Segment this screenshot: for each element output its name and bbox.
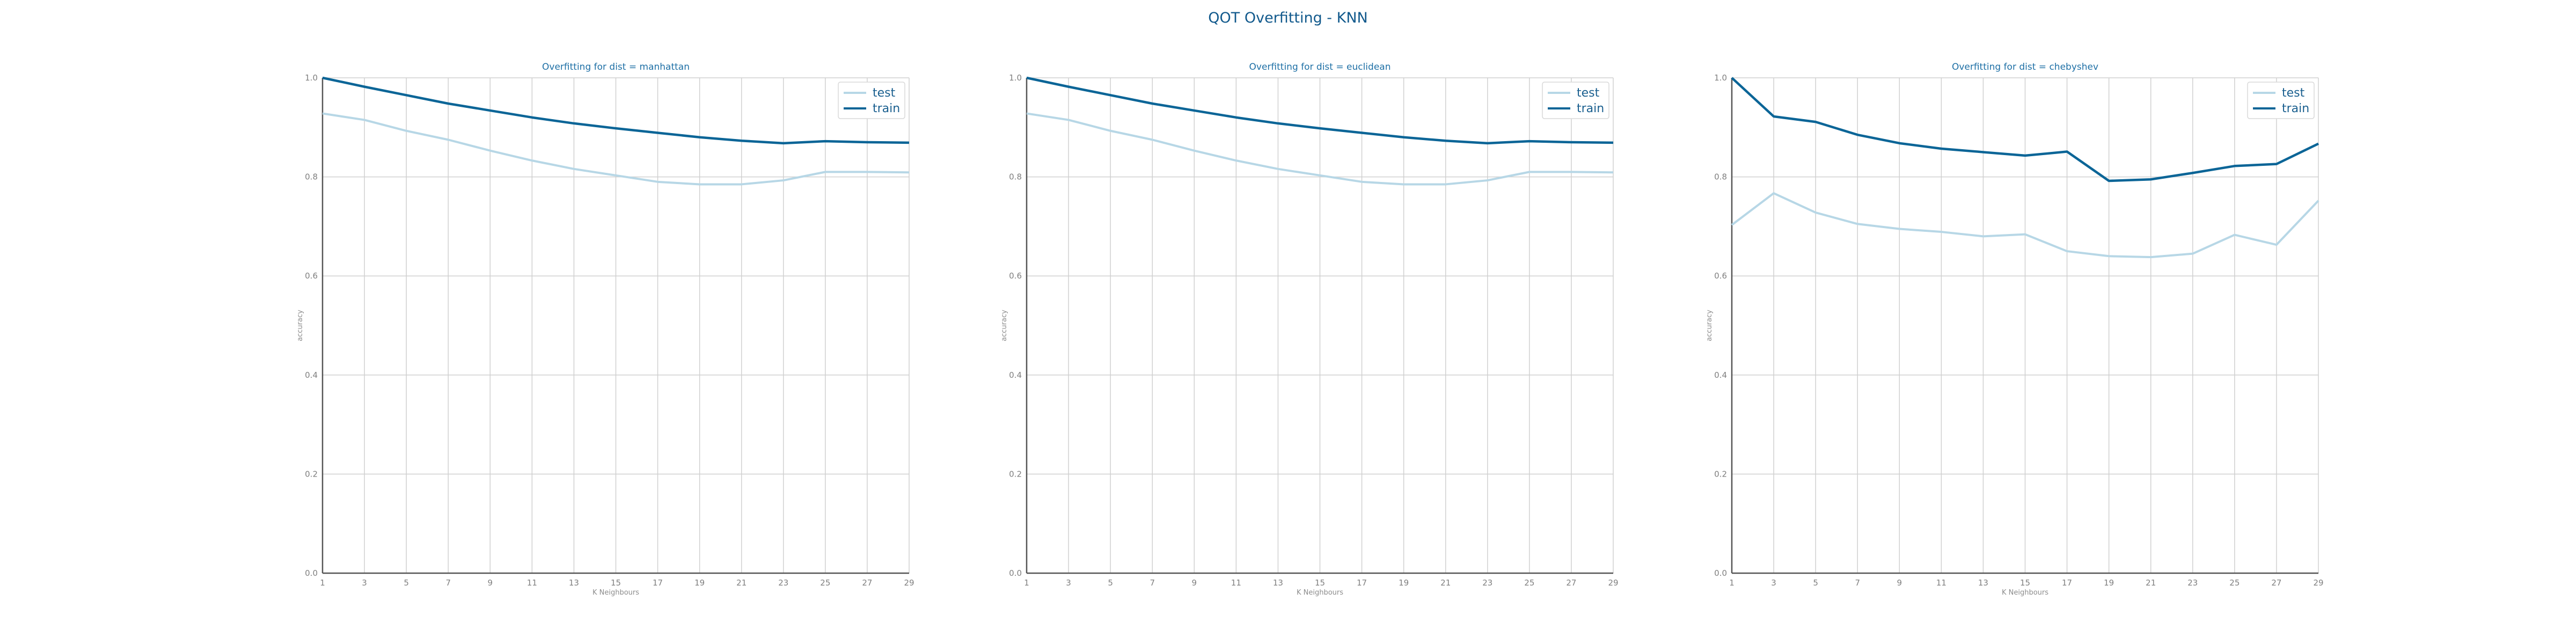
x-tick-label: 3 xyxy=(362,578,367,588)
legend-label-test: test xyxy=(2282,86,2305,100)
x-tick-label: 21 xyxy=(736,578,747,588)
y-tick-label: 0.8 xyxy=(1009,172,1022,182)
y-tick-label: 1.0 xyxy=(305,73,318,83)
x-tick-label: 17 xyxy=(653,578,663,588)
x-tick-label: 3 xyxy=(1771,578,1776,588)
x-tick-label: 13 xyxy=(1978,578,1988,588)
x-tick-label: 23 xyxy=(778,578,788,588)
x-tick-label: 23 xyxy=(1482,578,1492,588)
y-tick-label: 0.0 xyxy=(305,568,318,578)
figure-title: QOT Overfitting - KNN xyxy=(1208,10,1367,26)
y-axis-label: accuracy xyxy=(1000,310,1008,341)
y-tick-label: 0.6 xyxy=(305,271,318,281)
y-tick-label: 0.8 xyxy=(305,172,318,182)
x-tick-label: 15 xyxy=(1315,578,1325,588)
x-tick-label: 25 xyxy=(2229,578,2240,588)
x-tick-label: 21 xyxy=(2146,578,2156,588)
x-tick-label: 13 xyxy=(569,578,579,588)
x-axis-label: K Neighbours xyxy=(592,589,639,597)
x-tick-label: 13 xyxy=(1273,578,1283,588)
x-tick-label: 19 xyxy=(2104,578,2114,588)
x-tick-label: 1 xyxy=(320,578,325,588)
x-tick-label: 23 xyxy=(2187,578,2198,588)
x-tick-label: 7 xyxy=(1855,578,1860,588)
x-tick-label: 5 xyxy=(1813,578,1818,588)
legend: test train xyxy=(838,82,905,119)
x-tick-label: 29 xyxy=(904,578,914,588)
x-tick-label: 27 xyxy=(2271,578,2281,588)
x-tick-label: 29 xyxy=(1608,578,1618,588)
x-tick-label: 19 xyxy=(1399,578,1409,588)
x-tick-label: 25 xyxy=(820,578,830,588)
x-tick-label: 7 xyxy=(445,578,451,588)
subplot-title: Overfitting for dist = chebyshev xyxy=(1952,62,2098,72)
y-tick-label: 0.2 xyxy=(1714,469,1727,479)
x-tick-label: 19 xyxy=(694,578,705,588)
y-tick-label: 1.0 xyxy=(1009,73,1022,83)
subplot-title: Overfitting for dist = manhattan xyxy=(542,62,690,72)
x-tick-label: 25 xyxy=(1524,578,1534,588)
legend-label-test: test xyxy=(873,86,896,100)
x-tick-label: 17 xyxy=(2062,578,2072,588)
x-tick-label: 27 xyxy=(862,578,872,588)
x-tick-label: 5 xyxy=(404,578,409,588)
x-tick-label: 17 xyxy=(1357,578,1367,588)
x-tick-label: 11 xyxy=(527,578,537,588)
y-axis-label: accuracy xyxy=(1706,310,1714,341)
x-axis-label: K Neighbours xyxy=(1297,589,1343,597)
y-tick-label: 0.4 xyxy=(305,370,318,380)
y-tick-label: 0.2 xyxy=(1009,469,1022,479)
x-tick-label: 29 xyxy=(2313,578,2323,588)
y-tick-label: 0.0 xyxy=(1714,568,1727,578)
legend: test train xyxy=(2247,82,2315,119)
y-tick-label: 1.0 xyxy=(1714,73,1727,83)
y-tick-label: 0.6 xyxy=(1009,271,1022,281)
y-tick-label: 0.8 xyxy=(1714,172,1727,182)
x-tick-label: 1 xyxy=(1024,578,1029,588)
x-tick-label: 27 xyxy=(1566,578,1576,588)
y-axis-label: accuracy xyxy=(296,310,304,341)
legend-label-train: train xyxy=(873,102,900,115)
x-tick-label: 9 xyxy=(1192,578,1197,588)
x-axis-label: K Neighbours xyxy=(2002,589,2048,597)
y-tick-label: 0.6 xyxy=(1714,271,1727,281)
x-tick-label: 15 xyxy=(2020,578,2030,588)
y-tick-label: 0.0 xyxy=(1009,568,1022,578)
y-tick-label: 0.4 xyxy=(1009,370,1022,380)
legend-label-test: test xyxy=(1577,86,1600,100)
x-tick-label: 11 xyxy=(1936,578,1946,588)
x-tick-label: 5 xyxy=(1108,578,1113,588)
x-tick-label: 9 xyxy=(1897,578,1902,588)
x-tick-label: 21 xyxy=(1440,578,1451,588)
x-tick-label: 9 xyxy=(488,578,493,588)
x-tick-label: 3 xyxy=(1066,578,1071,588)
y-tick-label: 0.4 xyxy=(1714,370,1727,380)
y-tick-label: 0.2 xyxy=(305,469,318,479)
x-tick-label: 15 xyxy=(611,578,621,588)
subplot-title: Overfitting for dist = euclidean xyxy=(1249,62,1391,72)
legend-label-train: train xyxy=(2282,102,2309,115)
x-tick-label: 7 xyxy=(1150,578,1155,588)
legend-label-train: train xyxy=(1577,102,1604,115)
x-tick-label: 1 xyxy=(1729,578,1735,588)
legend: test train xyxy=(1542,82,1609,119)
x-tick-label: 11 xyxy=(1231,578,1241,588)
